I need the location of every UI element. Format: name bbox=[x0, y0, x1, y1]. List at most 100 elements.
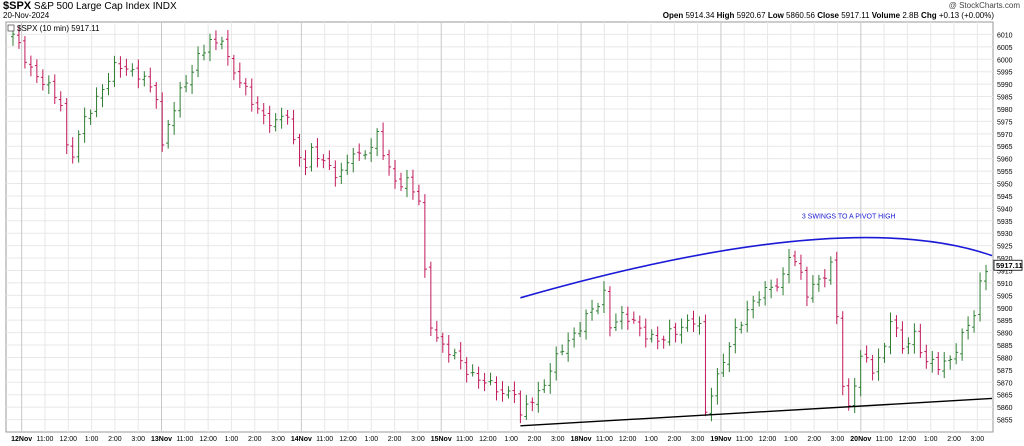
open-value: 5914.34 bbox=[685, 11, 715, 20]
x-tick-label: 1:00 bbox=[644, 436, 658, 443]
x-tick-label: 1:00 bbox=[85, 436, 99, 443]
x-tick-label: 12:00 bbox=[899, 436, 917, 443]
close-label: Close bbox=[817, 11, 839, 20]
plot-area bbox=[5, 21, 994, 433]
x-tick-label: 1:00 bbox=[225, 436, 239, 443]
x-tick-label: 20Nov bbox=[850, 436, 871, 443]
y-tick-label: 5860 bbox=[997, 405, 1013, 412]
y-tick-label: 5900 bbox=[997, 306, 1013, 313]
support-trendline bbox=[520, 397, 993, 427]
instrument-name: S&P 500 Large Cap Index bbox=[33, 1, 150, 12]
high-label: High bbox=[716, 11, 735, 20]
y-tick-label: 5855 bbox=[997, 418, 1013, 425]
x-tick-label: 3:00 bbox=[411, 436, 425, 443]
annotation-text: 3 SWINGS TO A PIVOT HIGH bbox=[802, 213, 896, 220]
y-tick-label: 5940 bbox=[997, 206, 1013, 213]
x-tick-label: 12:00 bbox=[339, 436, 357, 443]
y-tick-label: 5875 bbox=[997, 368, 1013, 375]
x-tick-label: 12:00 bbox=[619, 436, 637, 443]
y-tick-label: 5925 bbox=[997, 244, 1013, 251]
y-tick-label: 5955 bbox=[997, 169, 1013, 176]
y-tick-label: 5980 bbox=[997, 107, 1013, 114]
open-label: Open bbox=[662, 11, 684, 20]
x-tick-label: 11:00 bbox=[736, 436, 753, 443]
y-tick-label: 6010 bbox=[997, 32, 1013, 39]
x-tick-label: 2:00 bbox=[108, 436, 122, 443]
y-tick-label: 5865 bbox=[997, 393, 1013, 400]
x-tick-label: 12:00 bbox=[479, 436, 497, 443]
exchange: INDX bbox=[152, 1, 177, 12]
x-tick-label: 12:00 bbox=[60, 436, 78, 443]
y-tick-label: 5945 bbox=[997, 194, 1013, 201]
pivot-arc bbox=[520, 236, 993, 299]
low-value: 5860.56 bbox=[786, 11, 815, 20]
legend-label: $SPX (10 min) 5917.11 bbox=[17, 24, 100, 33]
y-tick-label: 5990 bbox=[997, 82, 1013, 89]
y-tick-label: 5915 bbox=[997, 268, 1013, 275]
chart-date: 20-Nov-2024 bbox=[3, 11, 50, 20]
volume-value: 2.8B bbox=[902, 11, 919, 20]
x-tick-label: 14Nov bbox=[291, 436, 312, 443]
y-tick-label: 5870 bbox=[997, 380, 1013, 387]
x-tick-label: 13Nov bbox=[151, 436, 172, 443]
last-value-label: 5917.11 bbox=[996, 261, 1023, 270]
y-tick-label: 6000 bbox=[997, 57, 1013, 64]
y-tick-label: 5910 bbox=[997, 281, 1013, 288]
y-tick-label: 5935 bbox=[997, 219, 1013, 226]
y-tick-label: 5885 bbox=[997, 343, 1013, 350]
x-tick-label: 2:00 bbox=[388, 436, 402, 443]
x-tick-label: 11:00 bbox=[596, 436, 613, 443]
x-tick-label: 12Nov bbox=[11, 436, 32, 443]
x-tick-label: 11:00 bbox=[176, 436, 193, 443]
x-tick-label: 3:00 bbox=[551, 436, 565, 443]
y-tick-label: 5985 bbox=[997, 95, 1013, 102]
legend-swatch bbox=[7, 24, 15, 32]
x-tick-label: 12:00 bbox=[759, 436, 777, 443]
x-tick-label: 2:00 bbox=[807, 436, 821, 443]
ohlc-readout: Open 5914.34 High 5920.67 Low 5860.56 Cl… bbox=[663, 11, 994, 20]
y-tick-label: 5905 bbox=[997, 293, 1013, 300]
chg-value: +0.13 (+0.00%) bbox=[938, 11, 994, 20]
y-tick-label: 5895 bbox=[997, 318, 1013, 325]
y-tick-label: 5930 bbox=[997, 231, 1013, 238]
chart-title: $SPX S&P 500 Large Cap Index INDX bbox=[3, 0, 177, 12]
x-tick-label: 3:00 bbox=[971, 436, 985, 443]
x-tick-label: 15Nov bbox=[431, 436, 452, 443]
volume-label: Volume bbox=[871, 11, 901, 20]
y-tick-label: 6005 bbox=[997, 45, 1013, 52]
x-tick-label: 2:00 bbox=[947, 436, 961, 443]
y-tick-label: 5960 bbox=[997, 157, 1013, 164]
chg-label: Chg bbox=[921, 11, 937, 20]
symbol: $SPX bbox=[3, 0, 32, 12]
y-tick-label: 5880 bbox=[997, 355, 1013, 362]
x-tick-label: 3:00 bbox=[131, 436, 145, 443]
y-tick-label: 5890 bbox=[997, 331, 1013, 338]
last-value-box bbox=[993, 259, 1023, 271]
y-tick-label: 5970 bbox=[997, 132, 1013, 139]
x-tick-label: 11:00 bbox=[456, 436, 473, 443]
low-label: Low bbox=[767, 11, 784, 20]
x-tick-label: 3:00 bbox=[271, 436, 285, 443]
x-tick-label: 1:00 bbox=[924, 436, 938, 443]
x-tick-label: 3:00 bbox=[831, 436, 845, 443]
y-tick-label: 5965 bbox=[997, 144, 1013, 151]
y-tick-label: 5950 bbox=[997, 182, 1013, 189]
x-tick-label: 11:00 bbox=[316, 436, 333, 443]
y-tick-label: 5920 bbox=[997, 256, 1013, 263]
high-value: 5920.67 bbox=[736, 11, 766, 20]
close-value: 5917.11 bbox=[841, 11, 870, 20]
watermark: @ StockCharts.com bbox=[948, 1, 1020, 10]
x-tick-label: 11:00 bbox=[876, 436, 893, 443]
x-tick-label: 18Nov bbox=[571, 436, 592, 443]
y-tick-label: 5975 bbox=[997, 119, 1013, 126]
x-tick-label: 1:00 bbox=[504, 436, 518, 443]
y-tick-label: 5995 bbox=[997, 70, 1013, 77]
x-tick-label: 2:00 bbox=[248, 436, 262, 443]
x-tick-label: 2:00 bbox=[668, 436, 682, 443]
x-tick-label: 3:00 bbox=[691, 436, 705, 443]
x-tick-label: 11:00 bbox=[36, 436, 53, 443]
x-tick-label: 1:00 bbox=[784, 436, 798, 443]
x-tick-label: 1:00 bbox=[364, 436, 378, 443]
x-tick-label: 2:00 bbox=[528, 436, 542, 443]
